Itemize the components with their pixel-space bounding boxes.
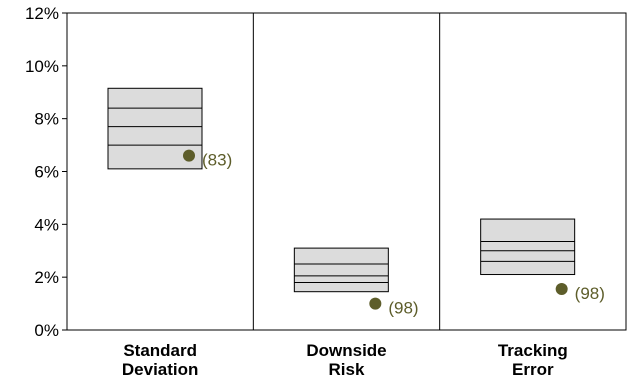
- boxes-layer: [107, 87, 576, 293]
- box: [293, 247, 389, 293]
- data-point: [555, 283, 568, 296]
- box: [480, 218, 576, 276]
- points-layer: (83) (98) (98): [183, 149, 605, 318]
- y-tick-label: 12%: [25, 4, 59, 23]
- category-label: Standard Deviation: [122, 341, 199, 379]
- category-separators: [252, 13, 441, 330]
- y-tick-label: 0%: [34, 321, 59, 340]
- point-label: (98): [575, 284, 605, 303]
- category-label: Tracking Error: [498, 341, 568, 379]
- box-group: [293, 247, 389, 293]
- category-label-line: Deviation: [122, 360, 199, 379]
- data-point: [369, 297, 382, 310]
- category-label: Downside Risk: [306, 341, 386, 379]
- data-point: [183, 149, 195, 162]
- point-label: (98): [388, 299, 418, 318]
- category-label-line: Tracking: [498, 341, 568, 360]
- y-tick-label: 6%: [34, 163, 59, 182]
- y-tick-label: 2%: [34, 268, 59, 287]
- y-tick-label: 8%: [34, 110, 59, 129]
- category-label-line: Standard: [123, 341, 197, 360]
- category-label-line: Risk: [329, 360, 365, 379]
- point-label: (83): [202, 151, 232, 170]
- y-tick-label: 4%: [34, 215, 59, 234]
- y-tick-label: 10%: [25, 57, 59, 76]
- box-group: [480, 218, 576, 276]
- category-labels: Standard Deviation Downside Risk Tracking Err…: [122, 341, 568, 379]
- y-axis-ticks: 0% 2% 4% 6% 8% 10% 12%: [25, 4, 67, 340]
- category-label-line: Downside: [306, 341, 386, 360]
- category-label-line: Error: [512, 360, 554, 379]
